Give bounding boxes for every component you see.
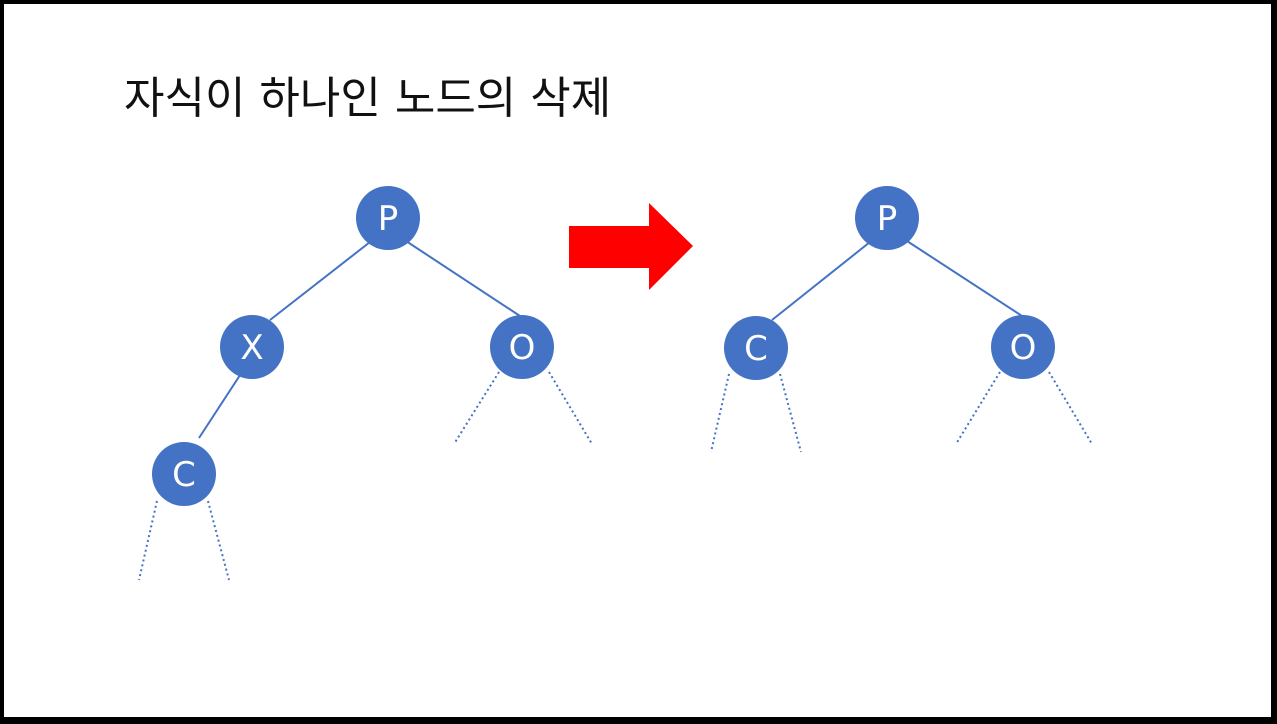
node-c-before: C [152, 442, 216, 506]
edge-x-c [198, 368, 245, 439]
node-label: C [744, 329, 768, 369]
node-label: P [877, 199, 898, 239]
dotted-o-left [955, 371, 1001, 445]
dotted-c-left [710, 373, 730, 453]
dotted-o-right [548, 371, 593, 445]
node-label: O [509, 328, 536, 368]
dotted-o-left [453, 371, 500, 445]
after-tree: P C O [710, 186, 1093, 453]
node-label: X [240, 328, 263, 368]
node-label: O [1010, 328, 1037, 368]
node-p-before: P [356, 186, 420, 250]
edge-p-o [405, 240, 521, 317]
node-label: P [378, 199, 399, 239]
node-o-before: O [490, 315, 554, 379]
right-arrow-icon [569, 203, 693, 290]
node-c-after: C [724, 316, 788, 380]
edge-p-o [906, 240, 1023, 317]
slide-title: 자식이 하나인 노드의 삭제 [124, 73, 612, 124]
node-x-before: X [220, 315, 284, 379]
edge-p-c [771, 241, 871, 321]
slide: 자식이 하나인 노드의 삭제 P X O [4, 4, 1271, 717]
dotted-c-right [779, 373, 802, 453]
node-p-after: P [855, 186, 919, 250]
edge-p-x [269, 241, 371, 321]
dotted-c-right [207, 500, 230, 581]
before-tree: P X O C [138, 186, 593, 581]
node-o-after: O [991, 315, 1055, 379]
dotted-c-left [138, 500, 158, 581]
node-label: C [172, 455, 196, 495]
dotted-o-right [1048, 371, 1093, 445]
tree-diagram: P X O C [138, 186, 1093, 581]
